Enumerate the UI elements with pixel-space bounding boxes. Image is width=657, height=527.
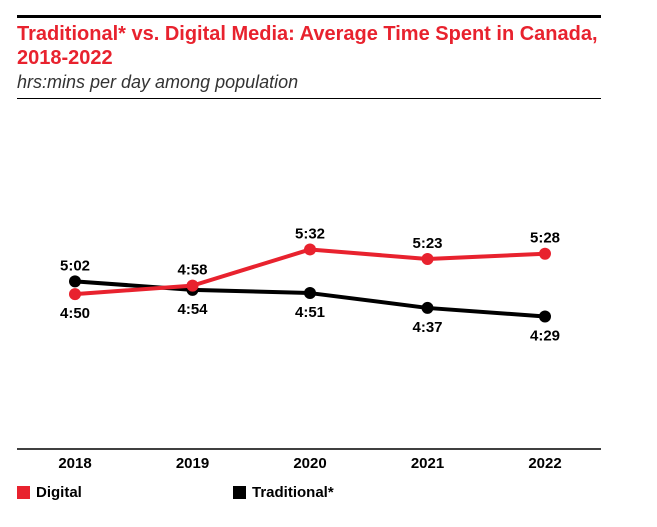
- x-tick-label-2022: 2022: [528, 455, 561, 472]
- data-point-digital-2018: [69, 288, 81, 301]
- data-label-digital-2020: 5:32: [295, 225, 325, 242]
- data-point-traditional-2021: [421, 301, 434, 314]
- legend-label-digital: Digital: [36, 484, 82, 501]
- data-label-digital-2022: 5:28: [530, 230, 560, 247]
- data-point-traditional-2022: [539, 310, 551, 323]
- data-label-digital-2018: 4:50: [60, 305, 90, 322]
- data-label-digital-2019: 4:58: [177, 262, 207, 279]
- data-point-traditional-2018: [69, 275, 81, 288]
- top-rule: [17, 15, 601, 18]
- x-tick-label-2019: 2019: [176, 455, 209, 472]
- legend-label-traditional: Traditional*: [252, 484, 334, 501]
- data-point-digital-2019: [186, 279, 199, 292]
- data-label-digital-2021: 5:23: [412, 235, 442, 252]
- data-point-traditional-2020: [304, 287, 316, 300]
- data-label-traditional-2020: 4:51: [295, 304, 325, 321]
- data-point-digital-2021: [421, 253, 434, 266]
- data-point-digital-2020: [304, 243, 316, 256]
- legend-item-traditional: Traditional*: [233, 484, 334, 501]
- chart-title: Traditional* vs. Digital Media: Average …: [17, 23, 598, 69]
- data-label-traditional-2018: 5:02: [60, 257, 90, 274]
- legend-item-digital: Digital: [17, 484, 82, 501]
- legend-swatch-traditional: [233, 486, 246, 499]
- x-tick-label-2021: 2021: [411, 455, 444, 472]
- data-point-digital-2022: [539, 247, 551, 260]
- data-label-traditional-2021: 4:37: [412, 319, 442, 336]
- data-label-traditional-2019: 4:54: [177, 301, 208, 318]
- subtitle-rule: [17, 98, 601, 99]
- x-tick-label-2020: 2020: [293, 455, 326, 472]
- data-label-traditional-2022: 4:29: [530, 327, 560, 344]
- x-tick-label-2018: 2018: [58, 455, 91, 472]
- chart-subtitle: hrs:mins per day among population: [17, 72, 299, 92]
- legend-swatch-digital: [17, 486, 30, 499]
